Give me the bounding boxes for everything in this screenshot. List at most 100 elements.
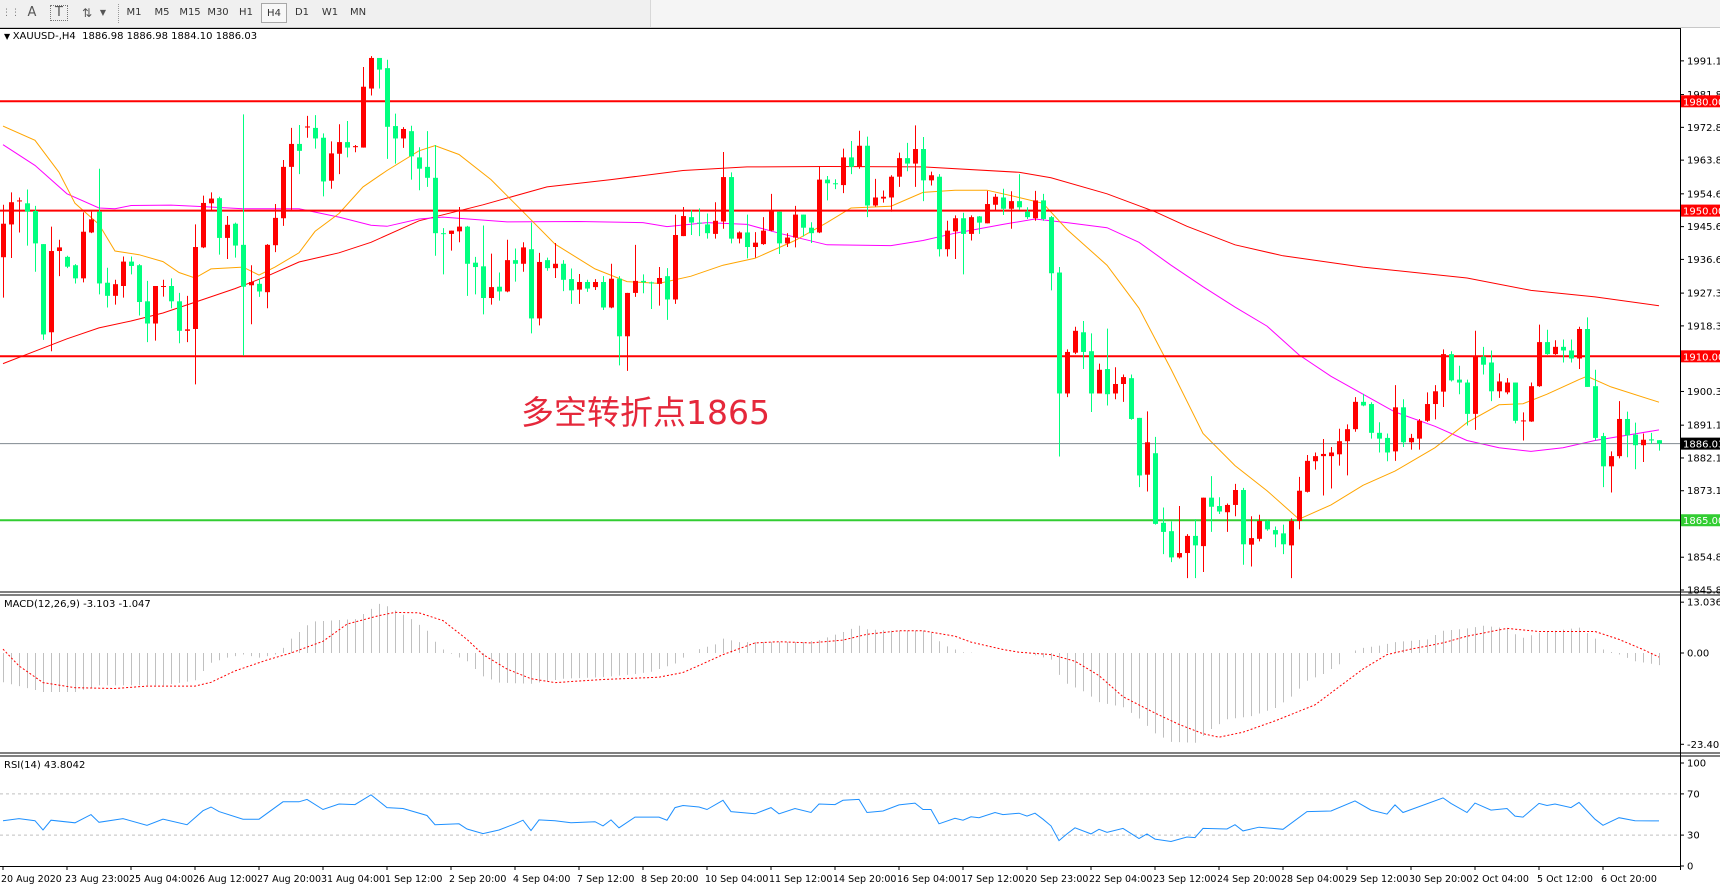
candle-bull[interactable] (857, 145, 862, 167)
candle-bear[interactable] (129, 261, 134, 266)
candle-bear[interactable] (801, 214, 806, 228)
candle-bull[interactable] (1441, 354, 1446, 392)
candle-bull[interactable] (897, 158, 902, 177)
candle-bear[interactable] (465, 226, 470, 264)
candle-bear[interactable] (313, 127, 318, 139)
candle-bull[interactable] (401, 128, 406, 139)
candle-bear[interactable] (1161, 522, 1166, 532)
candle-bull[interactable] (769, 210, 774, 231)
text-label-icon[interactable]: T (50, 5, 68, 21)
candle-bear[interactable] (1489, 362, 1494, 392)
candle-bear[interactable] (393, 126, 398, 139)
candle-bull[interactable] (1521, 420, 1526, 422)
candle-bull[interactable] (289, 143, 294, 167)
candle-bear[interactable] (1513, 382, 1518, 421)
candle-bull[interactable] (1185, 535, 1190, 554)
candle-bear[interactable] (849, 157, 854, 167)
candle-bear[interactable] (385, 68, 390, 127)
candle-bear[interactable] (425, 166, 430, 178)
candle-bull[interactable] (337, 142, 342, 154)
candle-bear[interactable] (921, 149, 926, 181)
candle-bear[interactable] (497, 286, 502, 292)
candle-bear[interactable] (777, 211, 782, 244)
candle-bear[interactable] (1081, 332, 1086, 352)
text-icon[interactable]: A (27, 5, 37, 20)
candle-bull[interactable] (489, 287, 494, 299)
candle-bull[interactable] (953, 218, 958, 232)
candle-bull[interactable] (505, 260, 510, 292)
candle-bear[interactable] (257, 283, 262, 292)
candle-bull[interactable] (1225, 504, 1230, 513)
candle-bull[interactable] (1337, 441, 1342, 455)
candle-bear[interactable] (321, 137, 326, 182)
timeframe-d1-button[interactable]: D1 (294, 7, 310, 18)
candle-bull[interactable] (1305, 460, 1310, 492)
candle-bull[interactable] (609, 278, 614, 308)
candle-bull[interactable] (1009, 201, 1014, 209)
candle-bull[interactable] (945, 230, 950, 250)
candle-bull[interactable] (1609, 456, 1614, 467)
candle-bull[interactable] (993, 196, 998, 205)
candle-bear[interactable] (1049, 217, 1054, 274)
candle-bear[interactable] (977, 216, 982, 223)
candle-bear[interactable] (833, 183, 838, 185)
candle-bull[interactable] (657, 277, 662, 284)
candle-bull[interactable] (1473, 356, 1478, 414)
candle-bull[interactable] (1329, 452, 1334, 457)
candle-bear[interactable] (1545, 342, 1550, 355)
candle-bear[interactable] (1241, 490, 1246, 545)
candle-bear[interactable] (865, 145, 870, 206)
candle-bear[interactable] (233, 223, 238, 246)
candle-bull[interactable] (577, 281, 582, 290)
candle-bear[interactable] (545, 260, 550, 269)
candle-bear[interactable] (1465, 382, 1470, 414)
timeframe-m5-button[interactable]: M5 (154, 7, 170, 18)
candle-bull[interactable] (1497, 381, 1502, 392)
candle-bear[interactable] (1153, 453, 1158, 524)
candle-bull[interactable] (1553, 346, 1558, 355)
candle-bull[interactable] (209, 198, 214, 204)
candle-bear[interactable] (569, 279, 574, 291)
candle-bull[interactable] (121, 261, 126, 287)
candle-bull[interactable] (841, 157, 846, 186)
candle-bear[interactable] (1017, 201, 1022, 208)
candle-bull[interactable] (201, 202, 206, 248)
timeframe-m15-button[interactable]: M15 (179, 7, 201, 18)
candle-bull[interactable] (361, 86, 366, 148)
candle-bear[interactable] (473, 262, 478, 268)
candle-bull[interactable] (713, 220, 718, 234)
candle-bull[interactable] (1537, 342, 1542, 387)
candle-bull[interactable] (1073, 330, 1078, 353)
candle-bull[interactable] (785, 237, 790, 244)
candle-bull[interactable] (1577, 328, 1582, 359)
candle-bull[interactable] (1033, 200, 1038, 219)
candle-bull[interactable] (1417, 420, 1422, 439)
candle-bear[interactable] (1105, 369, 1110, 395)
candle-bull[interactable] (537, 261, 542, 319)
candle-bear[interactable] (481, 266, 486, 299)
candle-bear[interactable] (25, 203, 30, 212)
candle-bear[interactable] (73, 265, 78, 279)
candle-bear[interactable] (41, 244, 46, 335)
arrows-icon[interactable]: ⇅ (81, 6, 93, 20)
candle-bear[interactable] (697, 222, 702, 224)
candle-bear[interactable] (105, 282, 110, 296)
candle-bull[interactable] (1113, 383, 1118, 394)
candle-bull[interactable] (593, 281, 598, 288)
candle-bear[interactable] (433, 177, 438, 234)
candle-bear[interactable] (1129, 378, 1134, 419)
candle-bear[interactable] (1369, 404, 1374, 433)
candle-bull[interactable] (913, 149, 918, 164)
candle-bull[interactable] (1353, 401, 1358, 430)
candle-bear[interactable] (1561, 346, 1566, 351)
candle-bear[interactable] (1377, 432, 1382, 439)
candle-bull[interactable] (929, 175, 934, 181)
candle-bull[interactable] (1145, 442, 1150, 475)
timeframe-m1-button[interactable]: M1 (126, 7, 142, 18)
grid-icon[interactable]: ⋮⋮ (2, 8, 20, 18)
candle-bull[interactable] (225, 224, 230, 238)
candle-bear[interactable] (1585, 328, 1590, 387)
candle-bear[interactable] (1209, 497, 1214, 507)
candle-bear[interactable] (97, 211, 102, 284)
